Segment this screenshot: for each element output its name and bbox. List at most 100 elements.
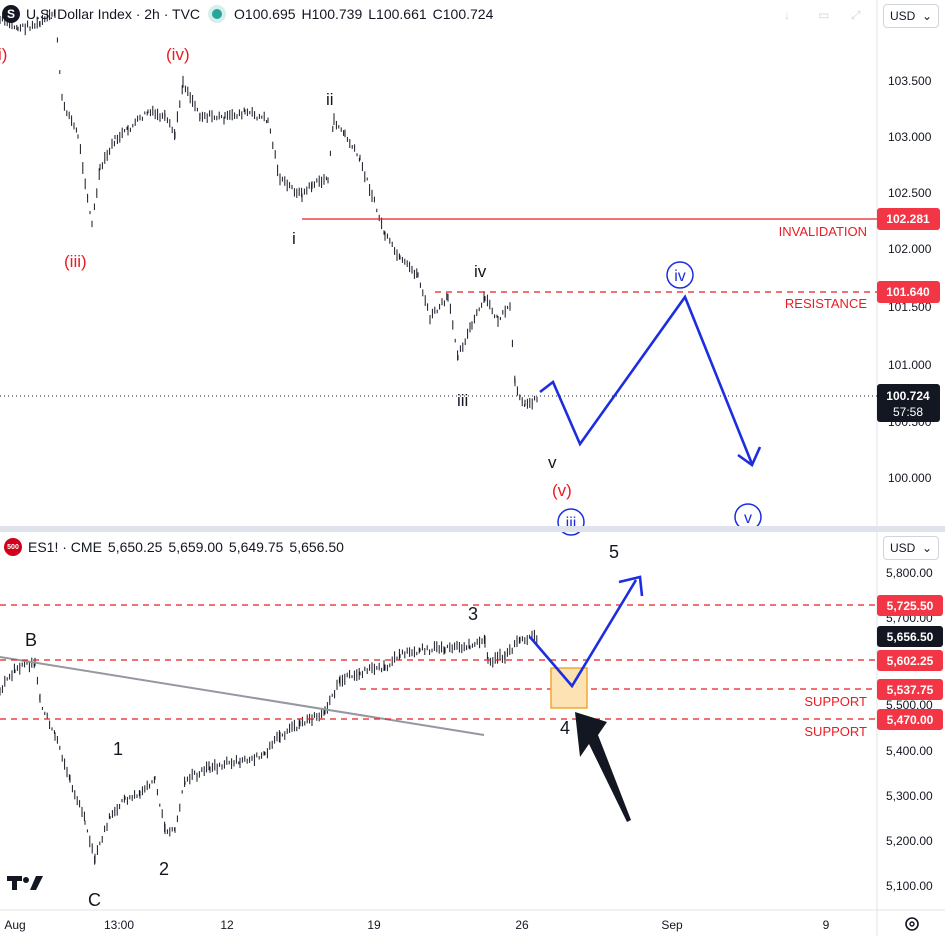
es-candles [0, 629, 538, 865]
tag-last [877, 626, 943, 647]
tag-last-text: 5,656.50 [887, 630, 934, 644]
time-tick: 13:00 [104, 918, 134, 932]
es-tick: 5,800.00 [886, 566, 933, 580]
market-status-dot [212, 9, 223, 19]
wave-label-3: 3 [468, 604, 478, 624]
wave-label-i: i [292, 229, 296, 248]
dxy-tick: 101.000 [888, 358, 932, 372]
wave-label-1: 1 [113, 739, 123, 759]
dxy-currency-select[interactable]: USD ⌄ [883, 4, 939, 28]
resistance-price-tag [877, 281, 940, 303]
dxy-projection-arrowhead [737, 446, 762, 467]
dxy-tick: 101.500 [888, 300, 932, 314]
dxy-symbol-logo: S [2, 5, 20, 23]
dxy-legend[interactable]: S U.S. Dollar Index · 2h · TVC O100.695 … [2, 5, 493, 23]
tag-5537-text: 5,537.75 [887, 683, 934, 697]
es-low: 5,649.75 [228, 539, 284, 555]
pane-separator-cover [540, 526, 780, 532]
tag-5725-text: 5,725.50 [887, 599, 934, 613]
dxy-close: C100.724 [432, 6, 494, 22]
dxy-low: L100.661 [368, 6, 427, 22]
es-projection-arrowhead [618, 575, 644, 597]
black-arrow [575, 712, 631, 822]
es-high: 5,659.00 [168, 539, 223, 555]
tag-5602-text: 5,602.25 [887, 654, 934, 668]
dxy-symbol-name[interactable]: U.S. Dollar Index · 2h · TVC [26, 6, 201, 22]
time-tick: Aug [4, 918, 25, 932]
settings-icon[interactable] [905, 917, 919, 931]
tag-5470-text: 5,470.00 [887, 713, 934, 727]
es-tick: 5,200.00 [886, 834, 933, 848]
es-symbol-name[interactable]: ES1! · CME [28, 539, 102, 555]
time-tick: 19 [367, 918, 381, 932]
es-currency-select[interactable]: USD ⌄ [883, 536, 939, 560]
dxy-tick: 100.000 [888, 471, 932, 485]
chevron-down-icon: ⌄ [921, 541, 932, 555]
dxy-tick: 102.500 [888, 186, 932, 200]
wave-label-iii-circle: iii [566, 515, 577, 532]
trendline[interactable] [0, 656, 485, 736]
wave-label-ii: ii [326, 90, 334, 109]
es-currency-label: USD [890, 541, 916, 555]
wave-label-i-partial: i) [0, 45, 7, 64]
support-label-2: SUPPORT [804, 724, 867, 739]
time-axis[interactable]: Aug 13:00 12 19 26 Sep 9 [4, 918, 829, 932]
dxy-projection-path [539, 294, 754, 465]
wave-label-2: 2 [159, 859, 169, 879]
invalidation-price-text: 102.281 [886, 212, 930, 226]
wave-label-v: v [548, 453, 557, 472]
dxy-tick: 102.000 [888, 242, 932, 256]
es-tick: 5,500.00 [886, 698, 933, 712]
wave-label-iv: iv [474, 262, 487, 281]
dxy-tick: 103.000 [888, 130, 932, 144]
es-close: 5,656.50 [289, 539, 344, 555]
wave-circle-iv [666, 261, 694, 289]
es-legend[interactable]: 500 ES1! · CME 5,650.25 5,659.00 5,649.7… [4, 538, 344, 556]
es-open: 5,650.25 [107, 539, 163, 555]
es-levels [0, 604, 877, 720]
wave-label-v-paren: (v) [552, 481, 572, 500]
last-price-text: 100.724 [886, 389, 930, 403]
dxy-currency-label: USD [890, 9, 916, 23]
invalidation-label: INVALIDATION [779, 224, 867, 239]
chevron-down-icon: ⌄ [921, 9, 932, 23]
scroll-down-icon[interactable]: ↓ [784, 8, 790, 22]
time-tick: 9 [823, 918, 830, 932]
resistance-price-text: 101.640 [886, 285, 930, 299]
support-zone-box[interactable] [550, 667, 588, 709]
tradingview-logo[interactable] [7, 876, 43, 890]
es-tick: 5,300.00 [886, 789, 933, 803]
wave-label-c: C [88, 890, 101, 910]
es-symbol-logo: 500 [4, 538, 22, 556]
es-tick: 5,100.00 [886, 879, 933, 893]
tag-5470 [877, 709, 943, 730]
tag-5725 [877, 595, 943, 616]
resistance-label: RESISTANCE [785, 296, 867, 311]
tag-5602 [877, 650, 943, 671]
pane-separator[interactable] [0, 526, 945, 532]
dxy-price-axis[interactable]: 103.500 103.000 102.500 102.000 101.500 … [888, 74, 932, 485]
maximize-icon[interactable]: ▭ [818, 8, 830, 22]
wave-label-b: B [25, 630, 37, 650]
es-price-axis[interactable]: 5,800.00 5,700.00 5,500.00 5,400.00 5,30… [886, 566, 933, 893]
dxy-tick: 103.500 [888, 74, 932, 88]
countdown-text: 57:58 [893, 405, 923, 419]
invalidation-price-tag [877, 208, 940, 230]
time-tick: 12 [220, 918, 234, 932]
wave-label-iv-paren: (iv) [166, 45, 190, 64]
expand-icon[interactable]: ⤢ [851, 8, 861, 22]
es-tick: 5,400.00 [886, 744, 933, 758]
wave-label-4: 4 [560, 718, 570, 738]
support-label-1: SUPPORT [804, 694, 867, 709]
tag-5537 [877, 679, 943, 700]
last-price-tag [877, 384, 940, 422]
time-tick: Sep [661, 918, 683, 932]
dxy-open: O100.695 [234, 6, 296, 22]
wave-label-v-circle: v [744, 510, 752, 527]
wave-label-iv-circle: iv [674, 268, 686, 285]
wave-label-iii-paren: (iii) [64, 252, 87, 271]
dxy-high: H100.739 [301, 6, 363, 22]
dxy-candles [0, 9, 538, 410]
wave-label-5: 5 [609, 542, 619, 562]
